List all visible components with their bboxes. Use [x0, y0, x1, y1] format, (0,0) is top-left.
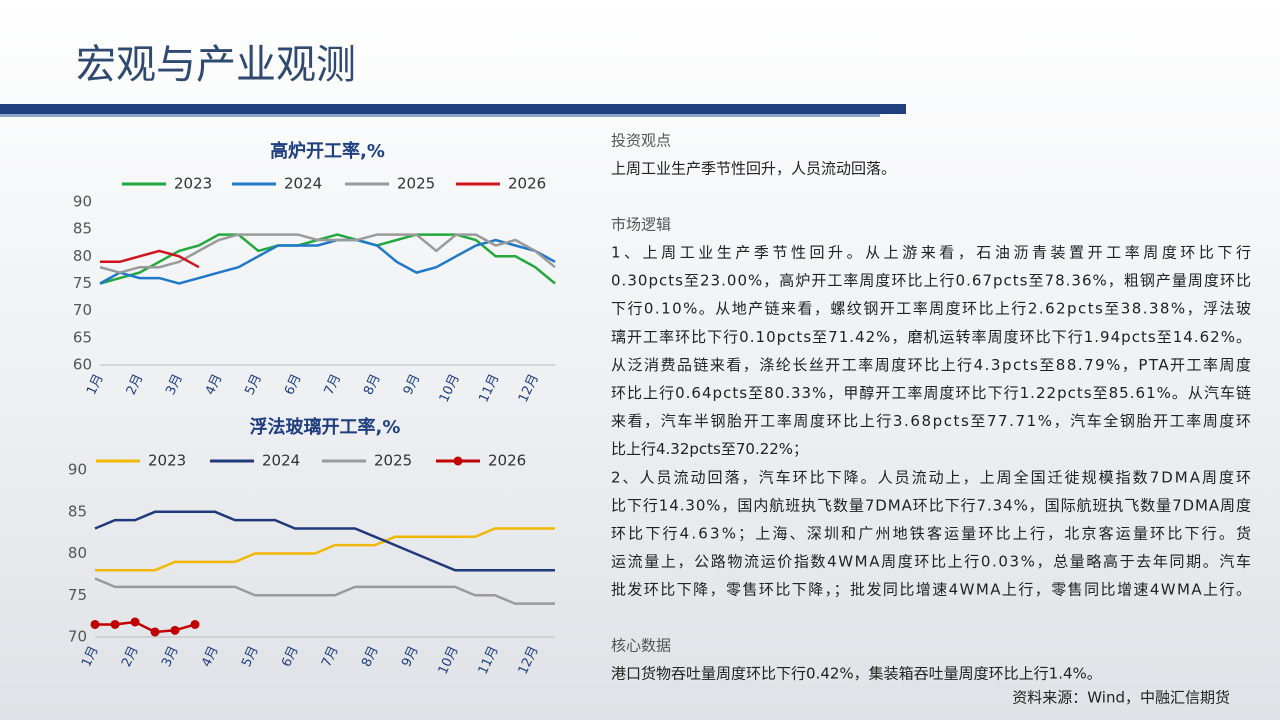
legend-label: 2024: [284, 175, 322, 193]
logic-line: 环比上行0.64pcts至80.33%，甲醇开工率周度环比下行1.22pcts至…: [611, 384, 1251, 402]
logic-line: 璃开工率环比下行0.10pcts至71.42%，磨机运转率周度环比下行1.94p…: [611, 328, 1251, 346]
title-bar: [0, 104, 906, 114]
logic-line: 1、上周工业生产季节性回升。从上游来看，石油沥青装置开工率周度环比下行: [611, 244, 1251, 262]
series-line: [94, 577, 555, 605]
title-bar-shadow: [0, 114, 880, 117]
series-marker: [190, 619, 200, 629]
logic-line: 运流量上，公路物流运价指数4WMA周度环比上行0.03%，总量略高于去年同期。汽…: [611, 553, 1251, 571]
section-text: 上周工业生产季节性回升，人员流动回落。: [611, 160, 896, 178]
logic-line: 从泛消费品链来看，涤纶长丝开工率周度环比上行4.3pcts至88.79%，PTA…: [611, 356, 1251, 374]
series-line: [99, 238, 556, 285]
y-tick-label: 80: [68, 544, 87, 562]
logic-line: 2、人员流动回落，汽车环比下降。人员流动上，上周全国迁徙规模指数7DMA周度环: [611, 468, 1251, 486]
y-tick-label: 75: [73, 274, 92, 292]
series-line: [100, 249, 200, 269]
y-tick-label: 90: [68, 461, 87, 479]
chart-title: 高炉开工率,%: [270, 140, 385, 162]
y-tick-label: 70: [73, 301, 92, 319]
legend-label: 2026: [508, 175, 546, 193]
logic-line: 0.30pcts至23.00%，高炉开工率周度环比上行0.67pcts至78.3…: [611, 272, 1251, 290]
series-marker: [130, 617, 140, 627]
logic-line: 下行0.10%。从地产链来看，螺纹钢开工率周度环比上行2.62pcts至38.3…: [611, 300, 1251, 318]
y-tick-label: 70: [68, 628, 87, 646]
series-marker: [90, 619, 100, 629]
y-tick-label: 60: [73, 356, 92, 374]
logic-line: 环比下行4.63%；上海、深圳和广州地铁客运量环比上行，北京客运量环比下行。货: [611, 525, 1251, 543]
series-line: [99, 233, 556, 285]
y-tick-label: 85: [68, 502, 87, 520]
y-tick-label: 90: [73, 193, 92, 211]
series-line: [99, 233, 556, 274]
legend-label: 2024: [262, 452, 300, 470]
legend-label: 2025: [374, 452, 412, 470]
series-line: [94, 510, 555, 572]
legend-label: 2026: [488, 452, 526, 470]
series-marker: [150, 627, 160, 637]
logic-line: 比上行4.32pcts至70.22%；: [611, 440, 808, 458]
section-text: 港口货物吞吐量周度环比下行0.42%，集装箱吞吐量周度环比上行1.4%。: [611, 665, 1102, 683]
chart-title: 浮法玻璃开工率,%: [250, 416, 401, 438]
series-line: [95, 527, 555, 572]
legend-label: 2025: [397, 175, 435, 193]
series-marker: [170, 625, 180, 635]
section-heading: 市场逻辑: [611, 216, 671, 234]
section-heading: 核心数据: [611, 637, 671, 655]
source-note: 资料来源：Wind，中融汇信期货: [1012, 689, 1230, 707]
y-tick-label: 65: [73, 328, 92, 346]
series-marker: [110, 619, 120, 629]
y-tick-label: 75: [68, 586, 87, 604]
legend-marker: [453, 456, 463, 466]
legend-label: 2023: [148, 452, 186, 470]
logic-line: 来看，汽车半钢胎开工率周度环比上行3.68pcts至77.71%，汽车全钢胎开工…: [611, 412, 1251, 430]
logic-line: 比下行14.30%，国内航班执飞数量7DMA环比下行7.34%，国际航班执飞数量…: [611, 496, 1251, 514]
y-tick-label: 80: [73, 247, 92, 265]
section-heading: 投资观点: [611, 132, 671, 150]
y-tick-label: 85: [73, 220, 92, 238]
slide-title: 宏观与产业观测: [76, 42, 356, 88]
legend-label: 2023: [174, 175, 212, 193]
